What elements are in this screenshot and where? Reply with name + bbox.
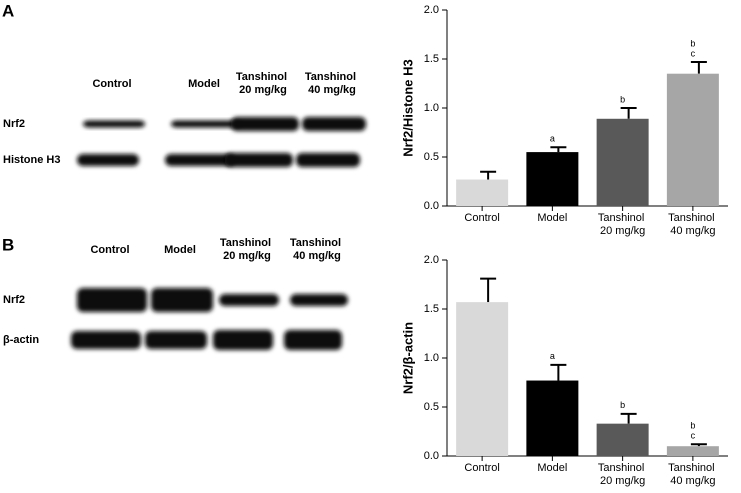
row-label: Nrf2 bbox=[3, 118, 25, 130]
blot-band bbox=[231, 117, 299, 131]
lane-label: Control bbox=[90, 244, 129, 256]
significance-label: b bbox=[690, 421, 695, 431]
x-tick-label: Tanshinol 40 mg/kg bbox=[668, 212, 718, 237]
blot-band bbox=[165, 154, 235, 166]
bar bbox=[456, 179, 509, 206]
significance-label: a bbox=[550, 351, 555, 361]
bar bbox=[526, 380, 579, 456]
blot-band bbox=[296, 153, 360, 167]
y-tick-label: 0.5 bbox=[424, 401, 439, 413]
bar bbox=[596, 118, 649, 206]
blot-band bbox=[71, 331, 141, 349]
blot-band bbox=[219, 294, 279, 306]
lane-label: Model bbox=[188, 78, 220, 90]
blot-band bbox=[225, 153, 293, 167]
y-tick-label: 0.5 bbox=[424, 151, 439, 163]
blot-band bbox=[77, 288, 147, 312]
y-tick-label: 0.0 bbox=[424, 450, 439, 462]
row-label: Histone H3 bbox=[3, 154, 60, 166]
blot-band bbox=[290, 294, 348, 306]
bar bbox=[596, 423, 649, 456]
blot-band bbox=[151, 288, 213, 312]
blot-band bbox=[171, 120, 241, 128]
significance-label: b bbox=[690, 38, 695, 48]
x-tick-label: Control bbox=[464, 462, 499, 474]
bar bbox=[666, 446, 719, 456]
lane-label: Tanshinol 40 mg/kg bbox=[290, 237, 344, 262]
significance-label: c bbox=[691, 431, 696, 441]
x-tick-label: Tanshinol 20 mg/kg bbox=[598, 462, 648, 487]
y-axis-label: Nrf2/Histone H3 bbox=[400, 59, 415, 157]
blot-band bbox=[83, 120, 145, 128]
significance-label: b bbox=[620, 400, 625, 410]
panel-label: B bbox=[2, 235, 14, 254]
blot-band bbox=[77, 154, 139, 166]
y-tick-label: 1.0 bbox=[424, 102, 439, 114]
lane-label: Control bbox=[92, 78, 131, 90]
x-tick-label: Tanshinol 40 mg/kg bbox=[668, 462, 718, 487]
blot-band bbox=[213, 330, 273, 350]
lane-label: Tanshinol 20 mg/kg bbox=[236, 71, 290, 96]
y-tick-label: 1.0 bbox=[424, 352, 439, 364]
bar bbox=[526, 152, 579, 206]
lane-label: Tanshinol 20 mg/kg bbox=[220, 237, 274, 262]
y-tick-label: 0.0 bbox=[424, 200, 439, 212]
lane-label: Model bbox=[164, 244, 196, 256]
bar bbox=[456, 302, 509, 456]
significance-label: c bbox=[691, 48, 696, 58]
x-tick-label: Model bbox=[537, 212, 567, 224]
y-axis-label: Nrf2/β-actin bbox=[400, 322, 415, 394]
y-tick-label: 2.0 bbox=[424, 254, 439, 266]
blot-band bbox=[145, 331, 207, 349]
blot-band bbox=[302, 117, 366, 131]
x-tick-label: Control bbox=[464, 212, 499, 224]
row-label: Nrf2 bbox=[3, 294, 25, 306]
y-tick-label: 2.0 bbox=[424, 4, 439, 16]
x-tick-label: Model bbox=[537, 462, 567, 474]
significance-label: a bbox=[550, 134, 555, 144]
y-tick-label: 1.5 bbox=[424, 303, 439, 315]
blot-band bbox=[284, 330, 342, 350]
row-label: β-actin bbox=[3, 334, 39, 346]
y-tick-label: 1.5 bbox=[424, 53, 439, 65]
lane-label: Tanshinol 40 mg/kg bbox=[305, 71, 359, 96]
bar bbox=[666, 73, 719, 206]
x-tick-label: Tanshinol 20 mg/kg bbox=[598, 212, 648, 237]
panel-label: A bbox=[2, 1, 14, 20]
significance-label: b bbox=[620, 94, 625, 104]
